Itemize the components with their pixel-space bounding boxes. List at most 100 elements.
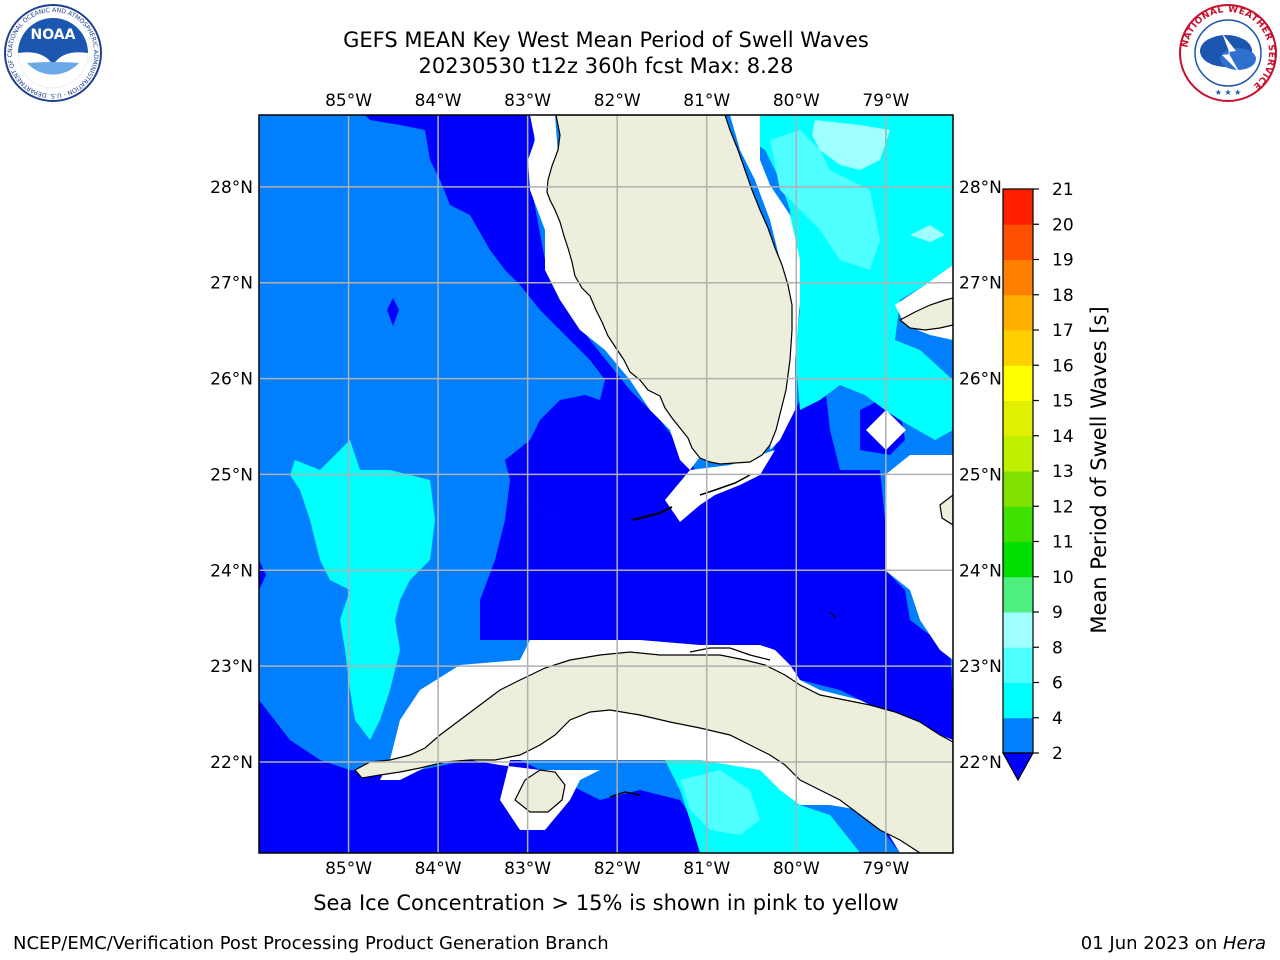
lat-label-right: 25°N	[959, 465, 1002, 485]
lat-label-left: 24°N	[210, 561, 253, 581]
map-frame	[258, 114, 954, 854]
lat-label-left: 22°N	[210, 753, 253, 773]
field-6-8s-east	[770, 130, 880, 270]
colorbar-block-12	[1003, 294, 1033, 331]
lat-label-right: 22°N	[959, 753, 1002, 773]
colorbar-tick-label: 2	[1052, 744, 1063, 764]
colorbar-block-15	[1003, 189, 1033, 225]
lon-label-bottom: 81°W	[683, 859, 730, 879]
land-cays-north-cuba	[689, 647, 771, 661]
colorbar-block-13	[1003, 259, 1033, 296]
colorbar-block-5	[1003, 541, 1033, 578]
colorbar-block-2	[1003, 647, 1033, 683]
nws-logo-icon: NATIONAL WEATHER SERVICE ★ ★ ★	[1179, 4, 1277, 102]
colorbar-tick-label: 9	[1052, 603, 1063, 623]
field-8-9s-spot	[910, 225, 945, 242]
colorbar-tick-label: 21	[1052, 180, 1074, 200]
lon-label-top: 85°W	[325, 91, 372, 111]
svg-text:★ ★ ★: ★ ★ ★	[1215, 88, 1242, 97]
lat-label-left: 28°N	[210, 178, 253, 198]
land-keys-east	[699, 474, 751, 496]
colorbar-under-triangle	[1001, 752, 1035, 782]
colorbar-tick-label: 15	[1052, 392, 1074, 412]
field-4-6s-west	[290, 440, 435, 740]
colorbar-tick-label: 11	[1052, 533, 1074, 553]
lon-label-bottom: 79°W	[862, 859, 909, 879]
lon-label-top: 82°W	[594, 91, 641, 111]
lon-label-top: 83°W	[504, 91, 551, 111]
colorbar-tick-label: 18	[1052, 286, 1074, 306]
colorbar-tick-label: 19	[1052, 251, 1074, 271]
colorbar-block-6	[1003, 506, 1033, 542]
colorbar-tick-label: 16	[1052, 356, 1074, 376]
lat-label-right: 26°N	[959, 370, 1002, 390]
colorbar-block-14	[1003, 224, 1033, 260]
lat-label-left: 26°N	[210, 370, 253, 390]
footer-branch: NCEP/EMC/Verification Post Processing Pr…	[13, 933, 609, 954]
map-tick-labels: 85°W 85°W 84°W 84°W 83°W 83°W 82°W 82°W 81°W 81°W…	[210, 91, 1002, 879]
land-keys	[631, 506, 673, 521]
field-lt2s-north-gulf	[365, 115, 700, 520]
lon-label-top: 84°W	[415, 91, 462, 111]
colorbar-tick-label: 20	[1052, 215, 1074, 235]
footer-host: Hera	[1222, 933, 1266, 954]
lat-label-right: 27°N	[959, 274, 1002, 294]
field-8-9s-east	[812, 120, 890, 170]
field-6-8s-south	[680, 770, 760, 835]
colorbar-label: Mean Period of Swell Waves [s]	[1087, 306, 1111, 633]
map-field	[259, 115, 953, 853]
colorbar-blocks	[1001, 188, 1035, 782]
lon-label-top: 79°W	[862, 91, 909, 111]
colorbar-tick-label: 13	[1052, 462, 1074, 482]
lat-label-right: 28°N	[959, 178, 1002, 198]
colorbar-block-9	[1003, 400, 1033, 437]
mask-bahamas-east	[885, 455, 953, 660]
chart-subtitle: 20230530 t12z 360h fcst Max: 8.28	[418, 54, 794, 78]
chart-title: GEFS MEAN Key West Mean Period of Swell …	[343, 28, 869, 52]
lon-label-bottom: 83°W	[504, 859, 551, 879]
lon-label-bottom: 82°W	[594, 859, 641, 879]
colorbar-block-11	[1003, 330, 1033, 366]
lon-label-bottom: 80°W	[773, 859, 820, 879]
colorbar-block-7	[1003, 471, 1033, 507]
map-grid	[259, 115, 953, 853]
sea-ice-note: Sea Ice Concentration > 15% is shown in …	[313, 891, 899, 915]
colorbar-block-1	[1003, 682, 1033, 719]
land-cays-south-cuba	[609, 791, 641, 798]
land-florida	[546, 115, 793, 465]
lon-label-bottom: 84°W	[415, 859, 462, 879]
colorbar-tick-label: 4	[1052, 709, 1063, 729]
colorbar-tick-label: 14	[1052, 427, 1074, 447]
field-lt2s-pocket	[387, 298, 399, 326]
land-andros	[939, 494, 953, 526]
lat-label-left: 23°N	[210, 657, 253, 677]
colorbar-tick-label: 17	[1052, 321, 1074, 341]
colorbar-block-10	[1003, 365, 1033, 401]
land-grand-bahama	[898, 297, 953, 331]
land-cay-sal	[829, 611, 837, 619]
footer-date: 01 Jun 2023 on Hera	[1081, 933, 1266, 954]
lon-label-top: 80°W	[773, 91, 820, 111]
colorbar-tick-label: 10	[1052, 568, 1074, 588]
lat-label-left: 27°N	[210, 274, 253, 294]
noaa-logo-icon: NATIONAL OCEANIC AND ATMOSPHERIC ADMINIS…	[3, 3, 102, 102]
lon-label-bottom: 85°W	[325, 859, 372, 879]
lon-label-top: 81°W	[683, 91, 730, 111]
footer-date-text: 01 Jun 2023 on	[1080, 933, 1223, 954]
colorbar-block-4	[1003, 576, 1033, 613]
field-lt2s-south	[259, 700, 720, 853]
colorbar-tick-label: 8	[1052, 638, 1063, 658]
noaa-text: NOAA	[31, 27, 76, 43]
lat-label-right: 24°N	[959, 561, 1002, 581]
colorbar-block-0	[1003, 717, 1033, 754]
colorbar-tick-label: 6	[1052, 674, 1063, 694]
colorbar-block-8	[1003, 435, 1033, 472]
colorbar-block-3	[1003, 612, 1033, 648]
colorbar-ticks: 2 4 6 8 9 10 11 12 13 14 15 16 17 18 19 20 21	[1033, 180, 1074, 764]
mask-keys	[665, 450, 775, 522]
lat-label-left: 25°N	[210, 465, 253, 485]
lat-label-right: 23°N	[959, 657, 1002, 677]
colorbar-tick-label: 12	[1052, 497, 1074, 517]
